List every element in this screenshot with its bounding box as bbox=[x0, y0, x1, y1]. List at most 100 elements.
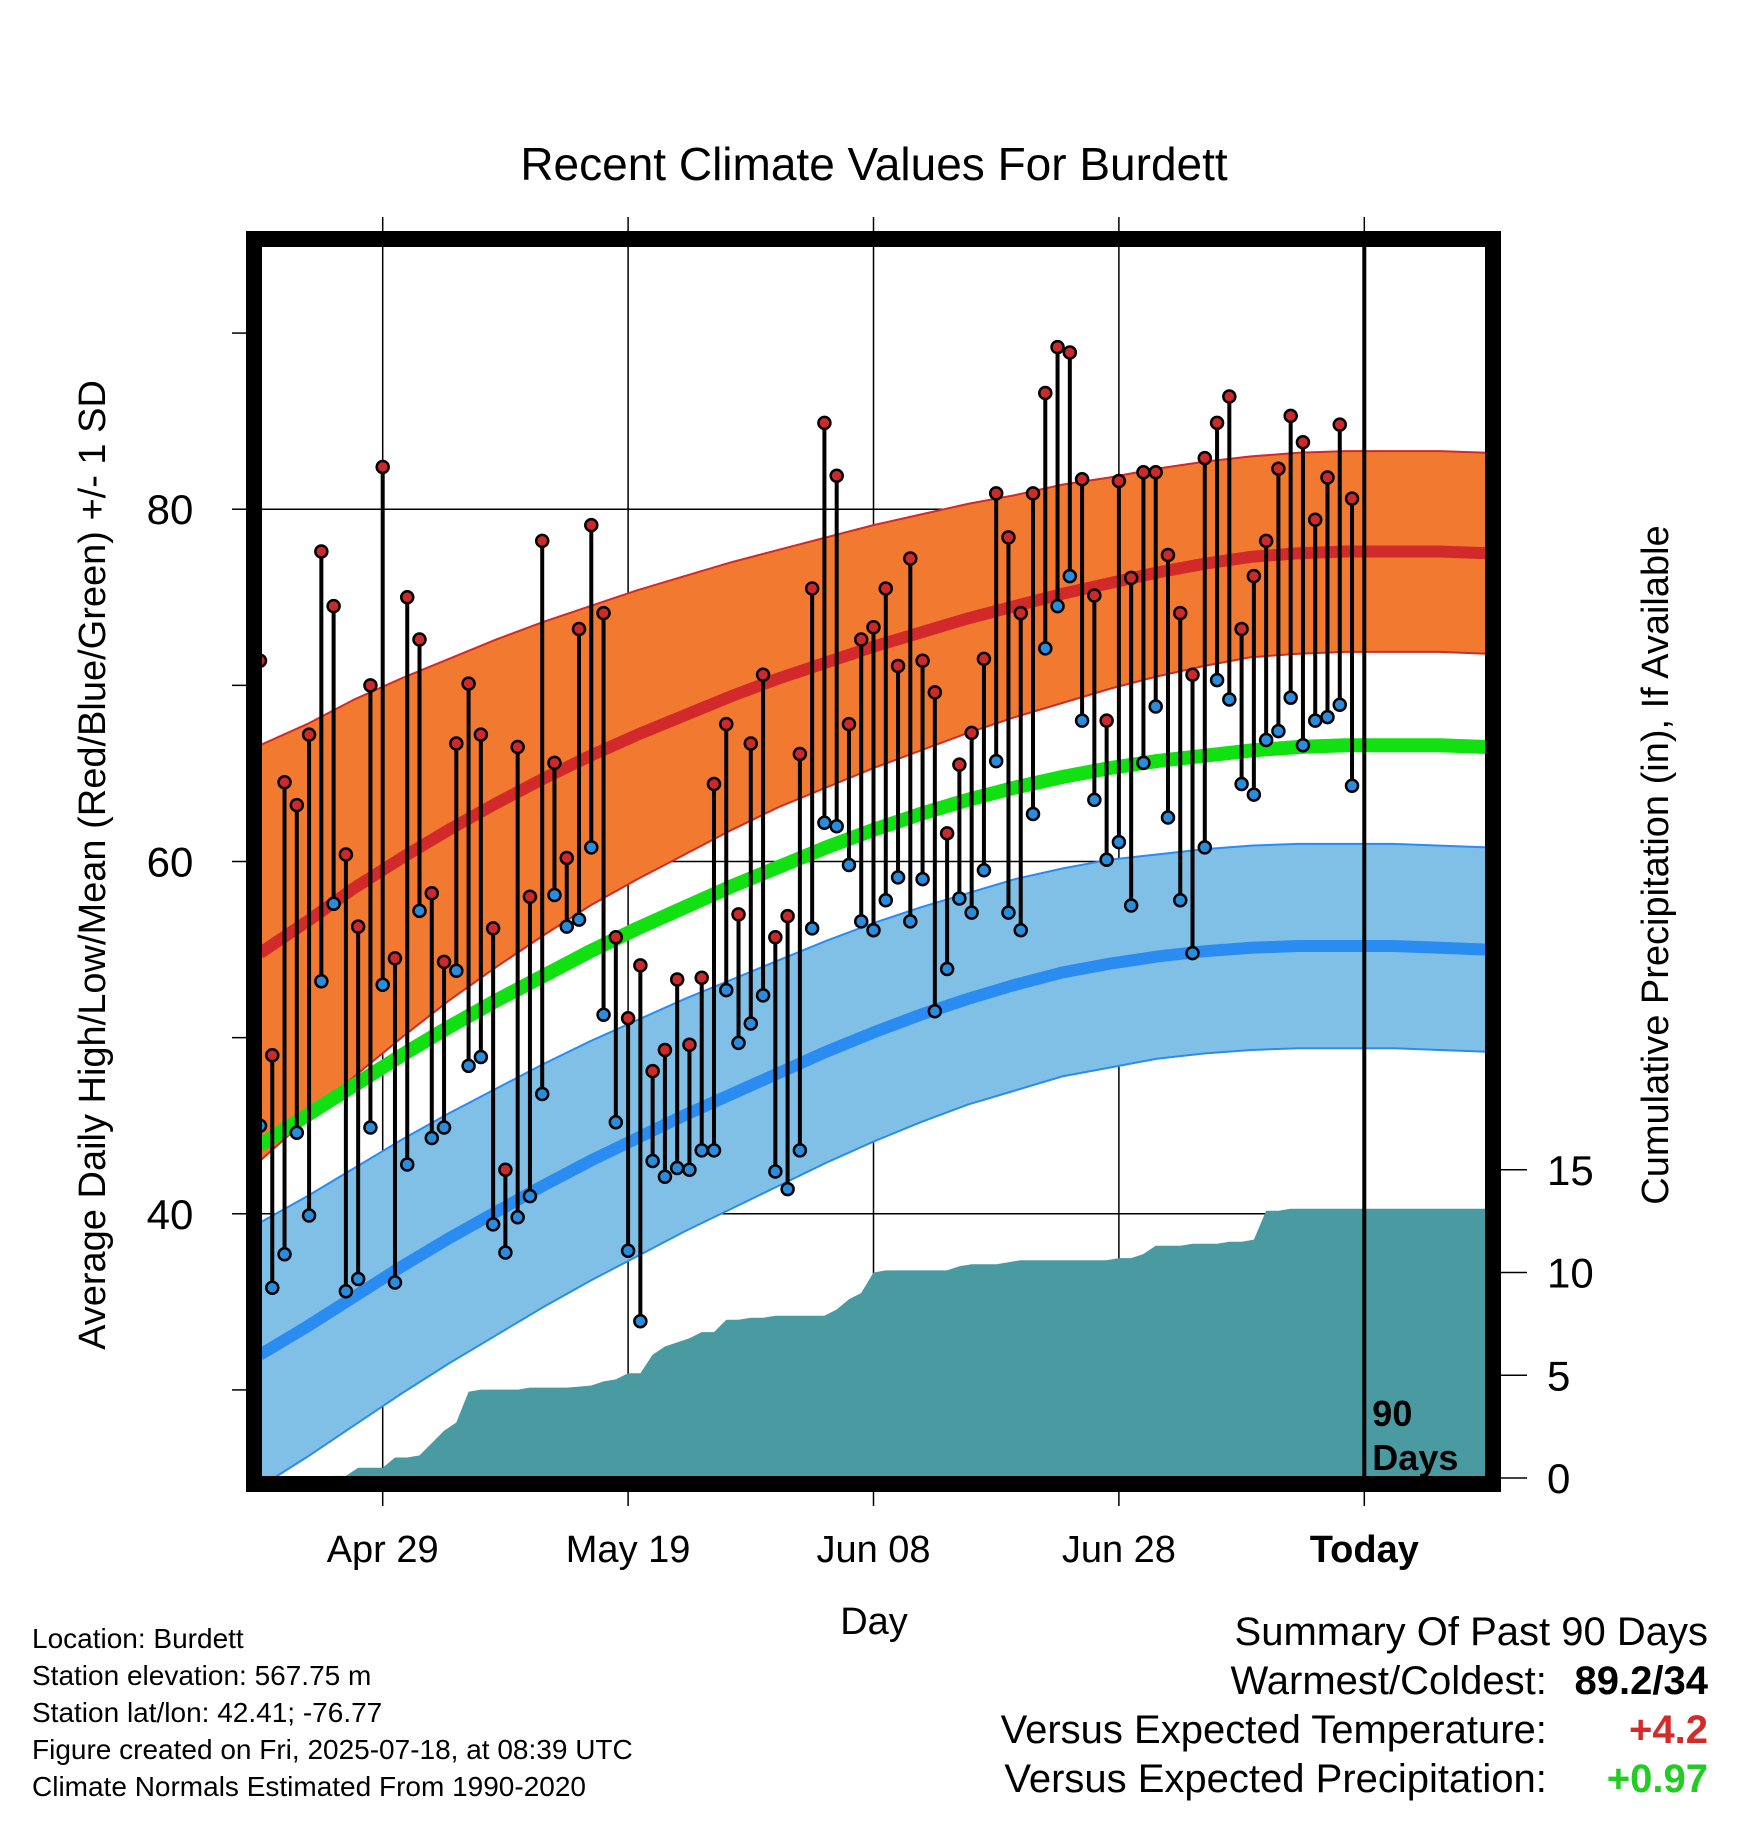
x-axis-label: Day bbox=[840, 1601, 908, 1643]
daily-high-point bbox=[314, 544, 329, 559]
today-marker-label: 90 bbox=[1372, 1393, 1412, 1434]
daily-low-point bbox=[522, 1188, 538, 1204]
daily-low-point bbox=[792, 1143, 808, 1158]
daily-high-point bbox=[620, 1011, 636, 1026]
daily-high-point bbox=[731, 907, 746, 922]
low-sd-band bbox=[260, 842, 1487, 1478]
daily-low-point bbox=[277, 1247, 292, 1262]
daily-high-point bbox=[584, 517, 599, 533]
daily-low-point bbox=[326, 896, 341, 912]
daily-high-point bbox=[866, 619, 881, 635]
daily-low-point bbox=[1062, 568, 1078, 584]
daily-low-point bbox=[1160, 810, 1176, 825]
daily-low-point bbox=[878, 893, 894, 908]
daily-high-point bbox=[571, 621, 587, 637]
precipitation-row: Versus Expected Precipitation: +0.97 bbox=[1001, 1755, 1708, 1804]
daily-high-point bbox=[1246, 568, 1262, 584]
normals-text: Climate Normals Estimated From 1990-2020 bbox=[32, 1771, 586, 1802]
daily-low-point bbox=[927, 1003, 943, 1019]
daily-low-point bbox=[363, 1120, 378, 1135]
daily-high-point bbox=[657, 1042, 673, 1058]
today-marker-label: Days bbox=[1372, 1437, 1458, 1478]
daily-low-point bbox=[952, 891, 967, 906]
temperature-label: Versus Expected Temperature: bbox=[1000, 1708, 1547, 1752]
daily-low-point bbox=[1136, 755, 1151, 771]
temperature-row: Versus Expected Temperature: +4.2 bbox=[1001, 1706, 1708, 1755]
warmest-row: Warmest/Coldest: 89.2/34 bbox=[1001, 1657, 1709, 1706]
daily-low-point bbox=[289, 1125, 305, 1141]
daily-high-point bbox=[1332, 417, 1348, 432]
daily-low-point bbox=[988, 753, 1004, 769]
daily-low-point bbox=[596, 1007, 611, 1022]
daily-high-point bbox=[1271, 461, 1286, 476]
daily-low-point bbox=[706, 1143, 722, 1158]
daily-low-point bbox=[866, 922, 881, 938]
daily-high-point bbox=[829, 468, 844, 483]
y-tick-label: 40 bbox=[147, 1191, 194, 1238]
daily-low-point bbox=[608, 1114, 624, 1130]
created-text: Figure created on Fri, 2025-07-18, at 08… bbox=[32, 1734, 633, 1765]
daily-low-point bbox=[645, 1153, 660, 1169]
daily-high-point bbox=[1074, 472, 1090, 487]
daily-high-point bbox=[265, 1048, 280, 1063]
daily-low-point bbox=[620, 1243, 636, 1259]
daily-high-point bbox=[498, 1162, 513, 1177]
daily-high-point bbox=[1173, 605, 1188, 621]
daily-high-point bbox=[350, 919, 366, 934]
daily-high-point bbox=[559, 850, 574, 866]
x-tick-label: Apr 29 bbox=[327, 1529, 439, 1571]
daily-high-point bbox=[743, 736, 759, 751]
daily-high-point bbox=[1099, 713, 1114, 728]
daily-low-point bbox=[485, 1217, 501, 1232]
precipitation-value: +0.97 bbox=[1606, 1757, 1708, 1801]
daily-high-point bbox=[694, 970, 709, 986]
daily-high-point bbox=[878, 581, 894, 596]
summary-title: Summary Of Past 90 Days bbox=[1234, 1610, 1708, 1654]
daily-high-point bbox=[1234, 621, 1249, 637]
daily-high-point bbox=[473, 727, 489, 742]
plot-frame bbox=[246, 231, 1501, 1492]
daily-low-point bbox=[853, 914, 869, 929]
x-tick-label: Today bbox=[1310, 1529, 1419, 1571]
daily-high-point bbox=[449, 736, 464, 751]
daily-high-point bbox=[1136, 464, 1151, 480]
daily-low-point bbox=[1295, 737, 1311, 753]
daily-high-point bbox=[1197, 450, 1213, 466]
daily-low-point bbox=[1258, 732, 1274, 748]
daily-high-point bbox=[301, 727, 317, 742]
daily-high-point bbox=[1283, 408, 1298, 424]
daily-low-point bbox=[829, 819, 844, 834]
daily-high-point bbox=[645, 1063, 660, 1079]
daily-low-point bbox=[424, 1130, 440, 1146]
daily-high-point bbox=[682, 1037, 697, 1052]
daily-low-point bbox=[1025, 806, 1041, 822]
daily-high-point bbox=[289, 797, 305, 813]
daily-low-point bbox=[1234, 776, 1249, 792]
daily-high-point bbox=[719, 716, 734, 732]
daily-low-point bbox=[534, 1086, 550, 1102]
daily-high-point bbox=[706, 776, 722, 792]
daily-low-point bbox=[375, 977, 390, 993]
daily-high-point bbox=[522, 889, 538, 904]
daily-low-point bbox=[731, 1035, 746, 1051]
daily-high-point bbox=[277, 774, 292, 790]
x-tick-label: Jun 28 bbox=[1062, 1529, 1176, 1571]
daily-low-point bbox=[559, 919, 574, 934]
chart-title: Recent Climate Values For Burdett bbox=[520, 138, 1228, 190]
y2-tick-label: 10 bbox=[1547, 1250, 1594, 1297]
daily-high-point bbox=[547, 755, 562, 771]
daily-low-point bbox=[584, 840, 599, 855]
daily-high-point bbox=[1344, 491, 1360, 506]
location-text: Location: Burdett bbox=[32, 1623, 244, 1654]
daily-high-point bbox=[1185, 667, 1200, 683]
daily-high-point bbox=[952, 757, 967, 772]
daily-high-point bbox=[1111, 473, 1127, 489]
warmest-label: Warmest/Coldest: bbox=[1230, 1659, 1547, 1703]
daily-low-point bbox=[1001, 905, 1016, 920]
daily-low-point bbox=[1320, 709, 1335, 725]
daily-low-point bbox=[1099, 852, 1114, 867]
daily-low-point bbox=[719, 982, 734, 998]
daily-low-point bbox=[976, 863, 992, 878]
normal-low-line bbox=[260, 940, 1487, 1360]
